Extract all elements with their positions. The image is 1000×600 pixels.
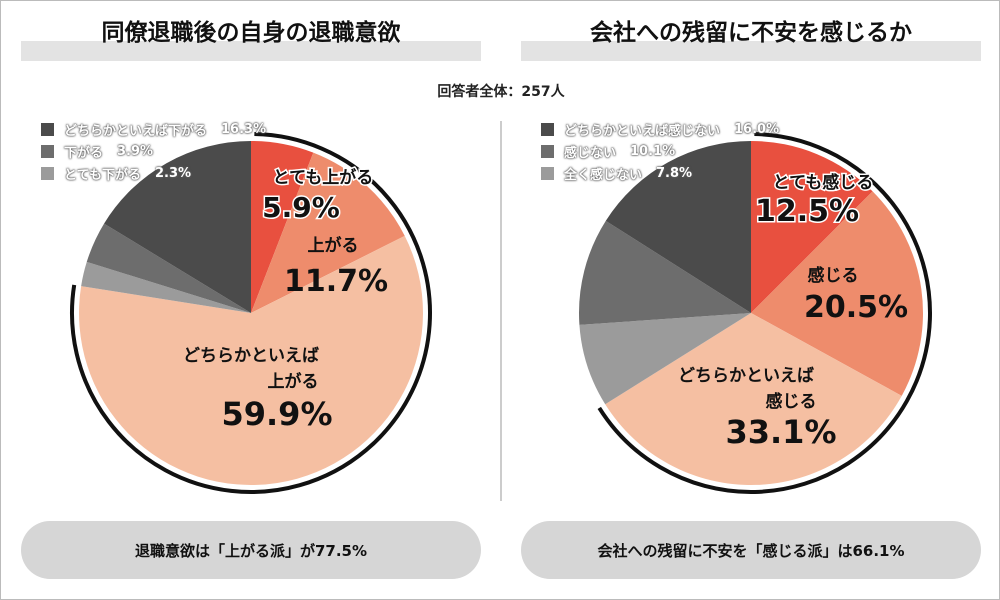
legend-swatch bbox=[541, 166, 554, 180]
legend-pct: 16.0% bbox=[734, 121, 780, 137]
slice-label: 11.7% bbox=[284, 264, 388, 299]
slice-label: どちらかといえば bbox=[183, 346, 319, 366]
pie-slice-1 bbox=[251, 152, 405, 313]
title-band-right bbox=[521, 41, 981, 61]
legend-swatch bbox=[541, 122, 554, 136]
pie-slice-5 bbox=[104, 141, 251, 313]
legend-item: どちらかといえば下がる 16.3% bbox=[41, 118, 266, 140]
legend-pct: 10.1% bbox=[630, 143, 676, 159]
slice-label: 59.9% bbox=[221, 395, 332, 433]
slice-label: 上がる bbox=[268, 371, 319, 392]
slice-label: 20.5% bbox=[804, 290, 908, 325]
slice-label: 感じる bbox=[766, 391, 817, 412]
legend-label: 下がる bbox=[64, 145, 104, 161]
pie-slice-3 bbox=[579, 313, 751, 405]
legend-swatch bbox=[541, 144, 554, 158]
legend-pct: 7.8% bbox=[656, 165, 693, 181]
slice-label: どちらかといえば bbox=[678, 366, 814, 386]
legend-pct: 2.3% bbox=[154, 165, 192, 181]
slice-label: 33.1% bbox=[725, 413, 836, 451]
slice-label: 上がる bbox=[308, 235, 359, 256]
pie-slice-0 bbox=[251, 141, 314, 313]
slice-label: とても上がる bbox=[273, 167, 374, 188]
legend-item: どちらかといえば感じない 16.0% bbox=[541, 118, 779, 140]
chart-title-right: 会社への残留に不安を感じるか bbox=[590, 20, 912, 46]
legend-pct: 3.9% bbox=[117, 143, 154, 159]
pie-slice-1 bbox=[751, 191, 923, 396]
respondent-count: 回答者全体：257人 bbox=[437, 84, 565, 100]
pie-slice-4 bbox=[579, 220, 751, 325]
legend-item: 感じない 10.1% bbox=[541, 140, 779, 162]
pie-slice-0 bbox=[751, 141, 873, 313]
legend-pct: 16.3% bbox=[221, 121, 267, 137]
highlight-arc bbox=[597, 132, 932, 494]
highlight-arc bbox=[70, 132, 432, 494]
legend-label: 全く感じない bbox=[564, 167, 643, 183]
pie-slice-5 bbox=[605, 141, 751, 313]
pie-slice-3 bbox=[81, 261, 251, 313]
pie-slice-4 bbox=[86, 223, 251, 313]
slice-label: 12.5% bbox=[755, 194, 859, 229]
chart-title-left: 同僚退職後の自身の退職意欲 bbox=[101, 20, 401, 46]
slice-label: 5.9% bbox=[262, 191, 340, 224]
legend-label: どちらかといえば感じない bbox=[564, 123, 721, 139]
pie-slice-2 bbox=[605, 313, 902, 485]
legend-label: どちらかといえば下がる bbox=[64, 123, 208, 139]
summary-left: 退職意欲は「上がる派」が77.5% bbox=[21, 521, 481, 579]
title-band-left bbox=[21, 41, 481, 61]
legend-left: どちらかといえば下がる 16.3% 下がる 3.9% とても下がる 2.3% bbox=[41, 118, 266, 184]
legend-item: 全く感じない 7.8% bbox=[541, 162, 779, 184]
legend-label: 感じない bbox=[564, 145, 617, 161]
legend-label: とても下がる bbox=[64, 167, 141, 183]
summary-right: 会社への残留に不安を「感じる派」は66.1% bbox=[521, 521, 981, 579]
divider bbox=[500, 121, 502, 501]
legend-item: とても下がる 2.3% bbox=[41, 162, 266, 184]
legend-swatch bbox=[41, 122, 54, 136]
legend-right: どちらかといえば感じない 16.0% 感じない 10.1% 全く感じない 7.8% bbox=[541, 118, 779, 184]
slice-label: 感じる bbox=[808, 265, 859, 286]
legend-item: 下がる 3.9% bbox=[41, 140, 266, 162]
legend-swatch bbox=[41, 144, 54, 158]
pie-slice-2 bbox=[79, 235, 424, 485]
slice-label: とても感じる bbox=[773, 172, 874, 193]
legend-swatch bbox=[41, 166, 54, 180]
